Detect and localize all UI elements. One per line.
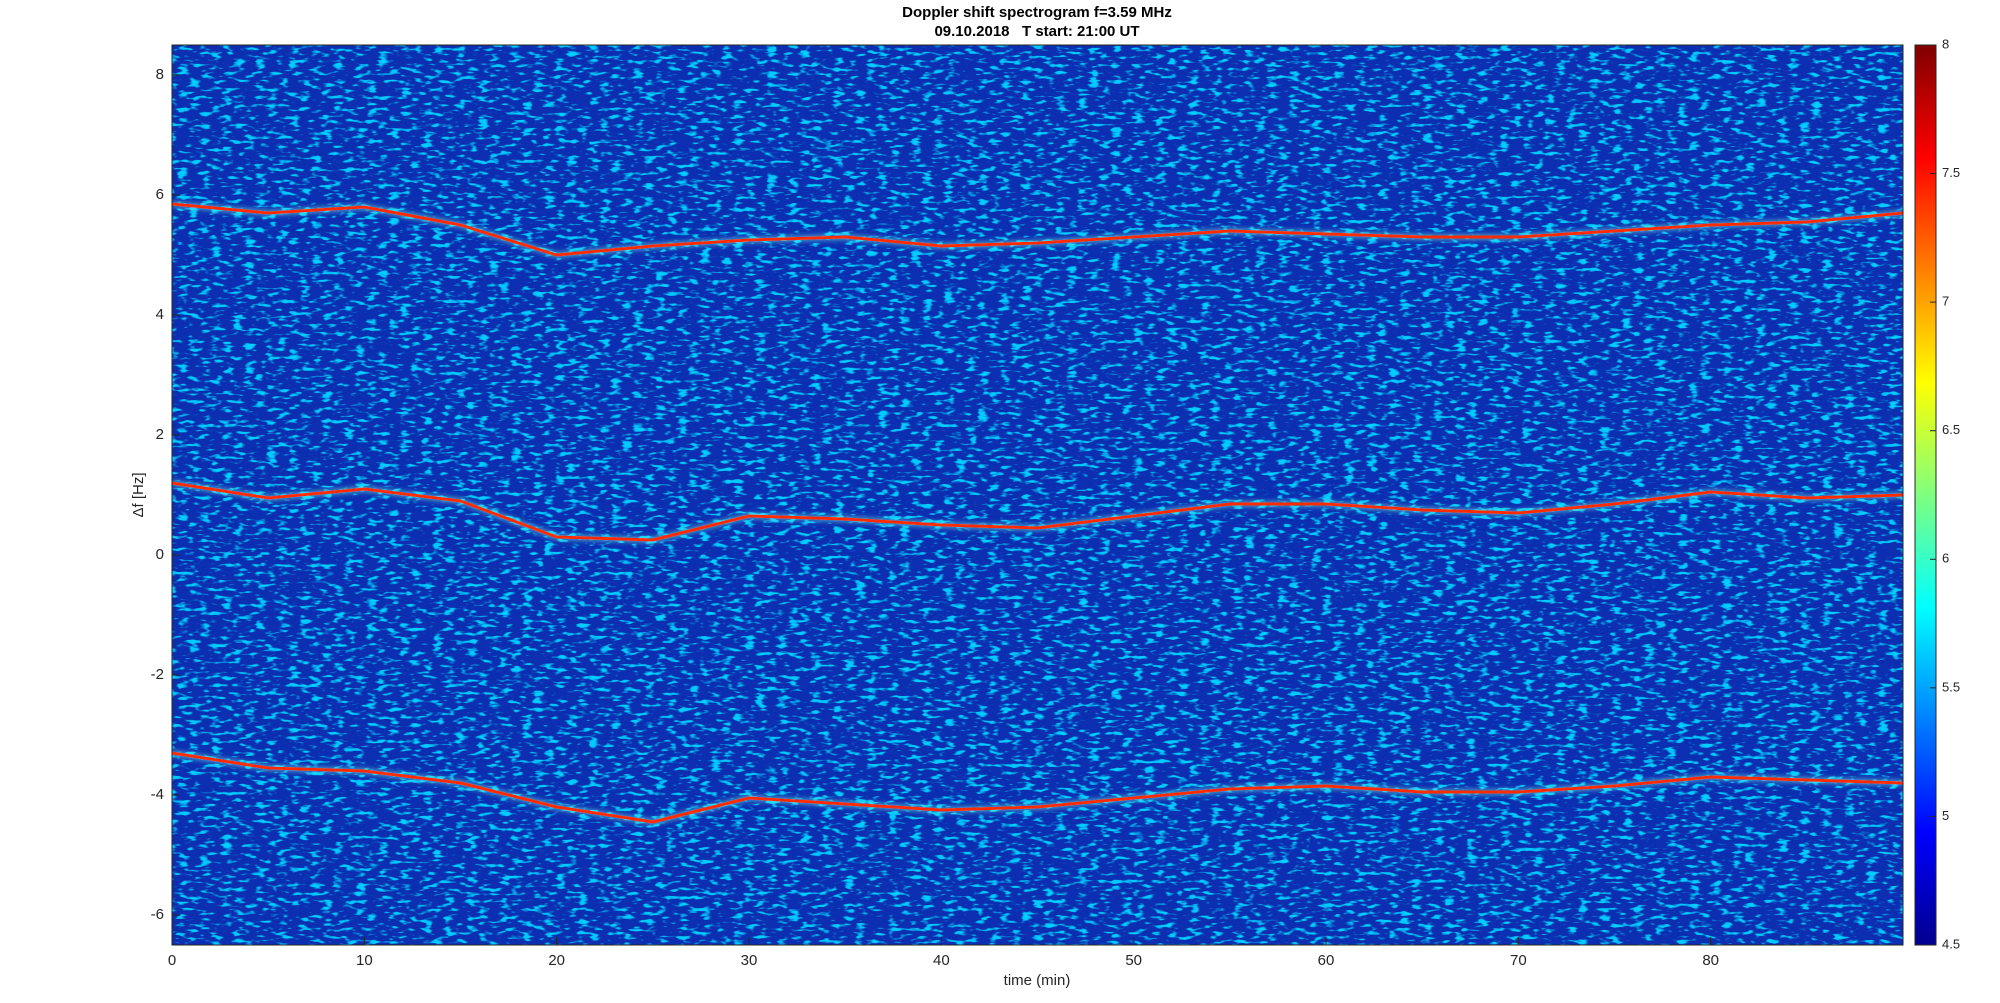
doppler-trace	[171, 751, 1904, 824]
colorbar-tick-label: 6.5	[1942, 422, 1960, 437]
chart-subtitle: 09.10.2018 T start: 21:00 UT	[934, 23, 1139, 40]
doppler-trace	[171, 481, 1904, 542]
colorbar-tick-label: 4.5	[1942, 936, 1960, 951]
y-tick-label: 2	[156, 426, 164, 443]
colorbar-tick-label: 7	[1942, 294, 1949, 309]
y-axis-label: Δf [Hz]	[130, 472, 147, 517]
chart-title: Doppler shift spectrogram f=3.59 MHz	[902, 4, 1172, 21]
x-tick-label: 80	[1702, 952, 1719, 969]
noise-texture	[172, 45, 1903, 945]
colorbar-tick-label: 6	[1942, 551, 1949, 566]
colorbar-tick-label: 5	[1942, 808, 1949, 823]
x-tick-label: 20	[548, 952, 565, 969]
x-axis-label: time (min)	[1004, 972, 1071, 989]
x-tick-label: 30	[741, 952, 758, 969]
y-tick-label: 6	[156, 186, 164, 203]
colorbar-tick-label: 7.5	[1942, 165, 1960, 180]
x-tick-label: 70	[1510, 952, 1527, 969]
x-tick-label: 50	[1125, 952, 1142, 969]
y-tick-label: -6	[151, 906, 164, 923]
plot-frame	[171, 44, 1904, 946]
colorbar-tick-label: 8	[1942, 36, 1949, 51]
plot-area	[171, 45, 1904, 945]
y-tick-label: 0	[156, 546, 164, 563]
x-tick-label: 10	[356, 952, 373, 969]
doppler-trace	[171, 202, 1904, 257]
x-tick-label: 60	[1318, 952, 1335, 969]
y-tick-label: -2	[151, 666, 164, 683]
y-tick-label: 8	[156, 66, 164, 83]
colorbar	[1914, 44, 1937, 946]
y-tick-label: -4	[151, 786, 164, 803]
y-tick-label: 4	[156, 306, 164, 323]
colorbar-tick-label: 5.5	[1942, 679, 1960, 694]
x-tick-label: 40	[933, 952, 950, 969]
x-tick-label: 0	[168, 952, 176, 969]
